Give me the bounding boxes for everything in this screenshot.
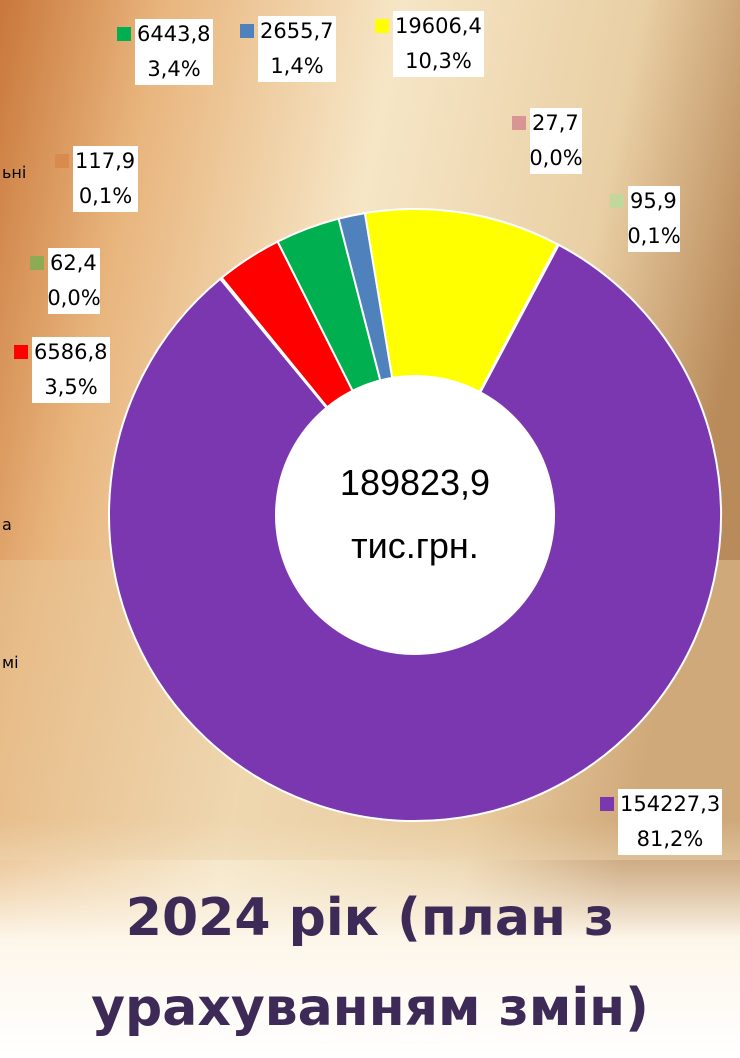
legend-swatch bbox=[117, 27, 131, 41]
percent-label: 0,1% bbox=[627, 224, 680, 248]
value-label: 2655,7 bbox=[260, 19, 333, 43]
percent-label: 0,0% bbox=[47, 286, 100, 310]
percent-label: 0,0% bbox=[529, 146, 582, 170]
value-label: 19606,4 bbox=[395, 14, 482, 38]
value-label: 62,4 bbox=[50, 251, 97, 275]
percent-label: 3,5% bbox=[44, 375, 97, 399]
legend-swatch bbox=[14, 345, 28, 359]
chart: ьні а мі 189823,9 тис.грн. 2024 рік (пла… bbox=[0, 0, 740, 1058]
legend-swatch bbox=[30, 256, 44, 270]
page: {"chart_data": {"type": "donut", "title_… bbox=[0, 0, 740, 1058]
value-label: 154227,3 bbox=[620, 792, 720, 816]
center-unit: тис.грн. bbox=[351, 525, 479, 566]
side-text: ьні bbox=[2, 163, 26, 182]
percent-label: 81,2% bbox=[637, 827, 704, 851]
legend-swatch bbox=[512, 116, 526, 130]
percent-label: 1,4% bbox=[270, 54, 323, 78]
title-line: 2024 рік (план з bbox=[126, 888, 614, 948]
side-text: мі bbox=[2, 653, 19, 672]
legend-swatch bbox=[240, 24, 254, 38]
percent-label: 10,3% bbox=[405, 49, 472, 73]
percent-label: 0,1% bbox=[79, 184, 132, 208]
legend-swatch bbox=[55, 154, 69, 168]
donut-hole bbox=[276, 376, 554, 654]
legend-swatch bbox=[600, 797, 614, 811]
value-label: 95,9 bbox=[630, 189, 677, 213]
value-label: 6443,8 bbox=[137, 22, 210, 46]
value-label: 6586,8 bbox=[34, 340, 107, 364]
value-label: 27,7 bbox=[532, 111, 579, 135]
center-total: 189823,9 bbox=[340, 462, 490, 503]
percent-label: 3,4% bbox=[147, 57, 200, 81]
legend-swatch bbox=[375, 19, 389, 33]
legend-swatch bbox=[610, 194, 624, 208]
value-label: 117,9 bbox=[75, 149, 135, 173]
title-line: урахуванням змін) bbox=[91, 978, 649, 1038]
side-text: а bbox=[2, 515, 12, 534]
